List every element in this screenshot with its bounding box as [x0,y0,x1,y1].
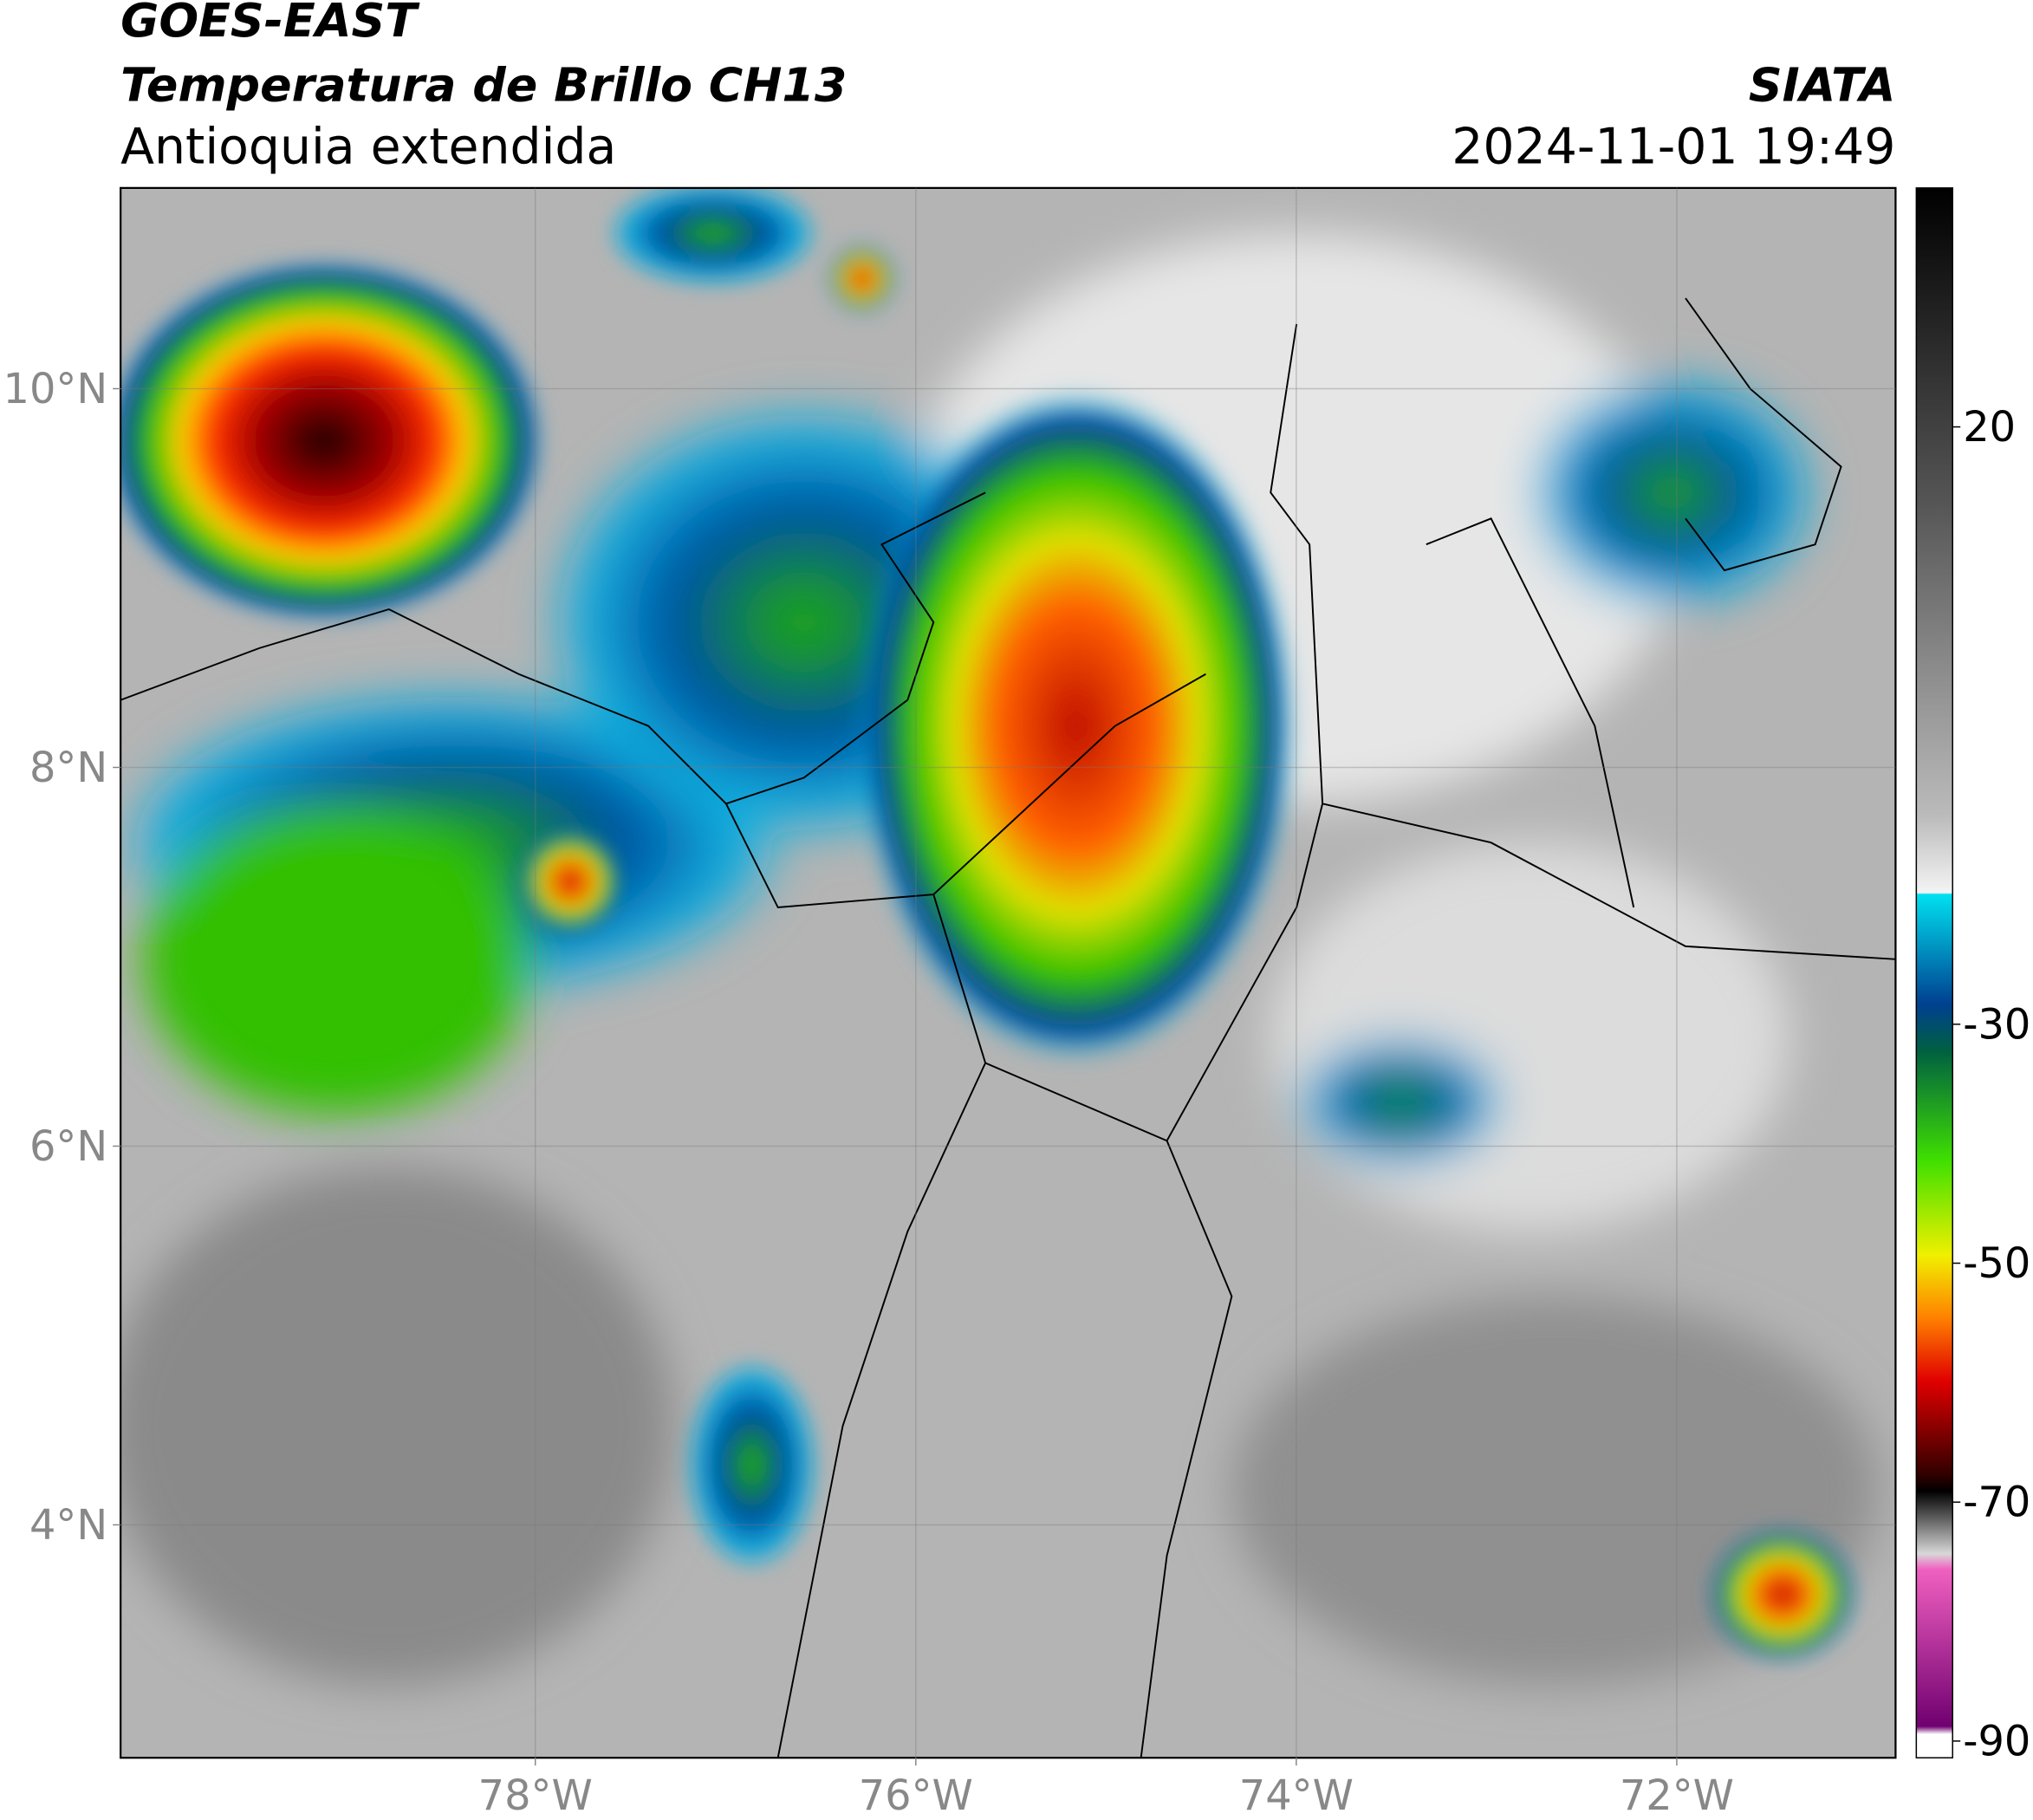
agency: SIATA [1749,58,1896,113]
y-tick-label: 8°N [29,744,107,792]
title: GOES-EAST [120,0,420,48]
subtitle: Temperatura de Brillo CH13 [120,58,847,113]
colorbar-tick-label: -50 [1963,1240,2030,1288]
colorbar-tick-label: 20 [1963,404,2016,452]
map-frame [120,186,1897,1759]
satellite-image [120,187,1896,1758]
timestamp: 2024-11-01 19:49 [1452,118,1895,175]
colorbar-tick-label: -70 [1963,1479,2030,1527]
x-tick-label: 78°W [478,1772,593,1820]
x-tick-label: 74°W [1239,1772,1354,1820]
colorbar [1915,187,1953,1758]
y-tick-label: 10°N [3,366,108,413]
y-tick-label: 4°N [29,1502,107,1550]
y-tick-label: 6°N [29,1123,107,1171]
colorbar-tick-label: -30 [1963,1001,2030,1049]
colorbar-tick-label: -90 [1963,1718,2030,1765]
region: Antioquia extendida [120,118,616,175]
x-tick-label: 76°W [859,1772,973,1820]
x-tick-label: 72°W [1620,1772,1734,1820]
